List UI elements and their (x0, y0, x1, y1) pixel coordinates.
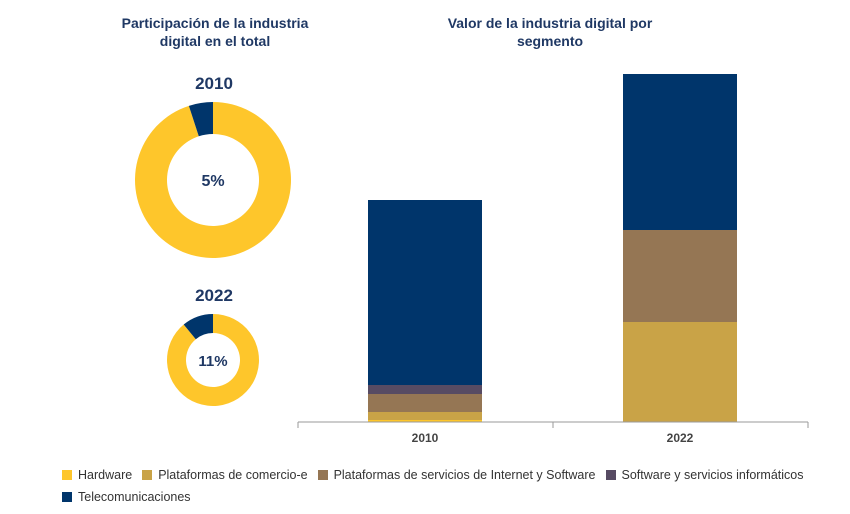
bar-2022-segment-4 (623, 74, 737, 230)
bar-2010-segment-2 (368, 394, 482, 412)
legend-label-4: Telecomunicaciones (78, 490, 191, 504)
legend-label-1: Plataformas de comercio-e (158, 468, 308, 482)
bar-2010-segment-1 (368, 412, 482, 420)
bar-2022-segment-2 (623, 230, 737, 322)
bar-2022-segment-1 (623, 322, 737, 422)
bar-panel-title: Valor de la industria digital por segmen… (447, 15, 653, 49)
bar-2010-segment-0 (368, 420, 482, 422)
legend-swatch-1 (142, 470, 153, 480)
legend-swatch-4 (62, 492, 72, 502)
legend-item-3: Software y servicios informáticos (605, 464, 804, 486)
legend-item-1: Plataformas de comercio-e (142, 464, 308, 486)
legend-label-2: Plataformas de servicios de Internet y S… (333, 468, 596, 482)
donut-2010-rest-slice (134, 102, 291, 258)
legend-swatch-2 (317, 470, 328, 480)
chart-legend: Hardware Plataformas de comercio-e Platafo… (62, 464, 842, 508)
x-tick-label-2022: 2022 (667, 431, 694, 445)
donut-2010-center-label: 5% (201, 173, 224, 190)
legend-label-3: Software y servicios informáticos (621, 468, 804, 482)
legend-item-4: Telecomunicaciones (62, 486, 191, 508)
donut-2022-year: 2022 (195, 286, 233, 305)
donut-2010-year: 2010 (195, 74, 233, 93)
donut-2022-center-label: 11% (198, 353, 227, 370)
bar-2010-segment-3 (368, 385, 482, 394)
bar-2010-segment-4 (368, 200, 482, 385)
legend-item-2: Plataformas de servicios de Internet y S… (317, 464, 596, 486)
legend-item-0: Hardware (62, 464, 132, 486)
x-tick-label-2010: 2010 (412, 431, 439, 445)
stacked-bar-chart: 2010 2022 (297, 74, 809, 445)
legend-label-0: Hardware (78, 468, 133, 482)
legend-swatch-0 (62, 470, 72, 480)
donut-2010-share-slice (188, 102, 213, 137)
donut-2022-share-slice (183, 314, 213, 340)
legend-swatch-3 (605, 470, 616, 480)
donut-panel-title: Participación de la industria digital en… (121, 15, 309, 49)
donut-2022-rest-slice (167, 314, 259, 406)
donut-charts: 5% 11% (134, 102, 291, 406)
